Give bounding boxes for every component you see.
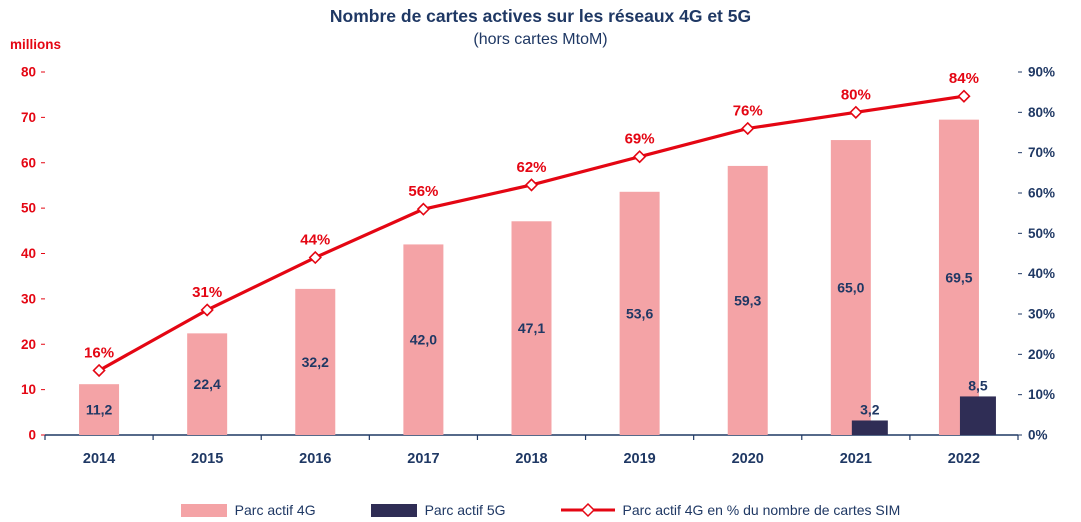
line-marker-diamond-icon-2019 (632, 150, 647, 164)
left-axis-tick-label: 60 (21, 155, 36, 170)
x-tick-label-2017: 2017 (407, 451, 439, 467)
bar-4g-2015 (187, 333, 228, 435)
percent-label-2018: 62% (516, 159, 546, 176)
x-tick-label-2021: 2021 (840, 451, 872, 467)
line-marker-diamond-icon-2021 (849, 105, 863, 119)
line-marker-diamond-icon-2015 (200, 303, 214, 317)
bar-5g-2022 (959, 396, 996, 435)
left-axis-tick-label: 70 (21, 110, 36, 125)
legend-label-5g: Parc actif 5G (424, 502, 506, 518)
legend-diamond-marker-icon (580, 502, 595, 518)
right-axis-tick-label: 10% (1028, 387, 1055, 402)
chart-legend: Parc actif 4G Parc actif 5G Parc actif 4… (0, 502, 1081, 518)
legend-swatch-5g-icon (370, 503, 417, 517)
bar-label-4g-2018: 47,1 (518, 320, 545, 336)
legend-swatch-4g-icon (180, 503, 227, 517)
legend-swatch-5g-rect (370, 503, 417, 517)
line-marker-diamond-icon-2014 (92, 363, 106, 378)
legend-label-4g: Parc actif 4G (234, 502, 316, 518)
percent-label-2015: 31% (192, 284, 222, 301)
bar-label-4g-2016: 32,2 (302, 354, 329, 370)
percent-label-2019: 69% (625, 131, 655, 148)
bar-label-4g-2020: 59,3 (734, 292, 761, 308)
bar-4g-2014 (79, 384, 120, 435)
right-axis-tick-label: 50% (1028, 226, 1055, 241)
chart-subtitle: (hors cartes MtoM) (473, 31, 608, 48)
percent-label-2016: 44% (300, 232, 330, 249)
bar-4g-2017 (403, 244, 444, 435)
left-axis-tick-label: 50 (21, 201, 36, 216)
percent-label-2022: 84% (949, 70, 979, 87)
right-axis-tick-label: 40% (1028, 266, 1055, 281)
left-axis-tick-label: 20 (21, 337, 36, 352)
legend-item-4g-percent: Parc actif 4G en % du nombre de cartes S… (560, 502, 901, 518)
left-axis-tick-label: 40 (21, 246, 36, 261)
bar-5g-2021 (851, 420, 888, 435)
chart-title: Nombre de cartes actives sur les réseaux… (329, 6, 752, 26)
right-axis-tick-label: 20% (1028, 347, 1055, 362)
bar-label-4g-2019: 53,6 (626, 305, 653, 321)
percent-label-2017: 56% (408, 183, 438, 200)
x-tick-label-2014: 2014 (83, 451, 115, 467)
bar-4g-2019 (619, 191, 660, 435)
left-axis-tick-label: 30 (21, 291, 36, 306)
bar-4g-2016 (295, 288, 336, 435)
percent-label-2014: 16% (84, 344, 114, 361)
line-marker-diamond-icon-2016 (308, 250, 322, 265)
left-axis-unit-label: millions (10, 37, 62, 52)
left-axis-tick-label: 80 (21, 65, 36, 80)
chart-plot-area: 0 10 20 30 40 50 60 70 80 0% 10% 20% 30% 40% 50% 60% 70%… (21, 65, 1055, 468)
right-axis-tick-label: 70% (1028, 145, 1055, 160)
legend-item-4g: Parc actif 4G (180, 502, 316, 518)
x-tick-label-2015: 2015 (191, 451, 223, 467)
line-marker-diamond-icon-2020 (741, 121, 755, 136)
bar-4g-2021 (830, 140, 871, 435)
percent-label-2021: 80% (841, 86, 871, 103)
right-axis-tick-label: 0% (1028, 428, 1048, 443)
bar-4g-2020 (727, 165, 768, 435)
right-axis-tick-label: 90% (1028, 65, 1055, 80)
bar-4g-2022 (938, 119, 979, 436)
left-axis-tick-label: 10 (21, 382, 36, 397)
right-axis-tick-label: 80% (1028, 105, 1055, 120)
x-tick-label-2018: 2018 (515, 451, 547, 467)
bar-label-4g-2015: 22,4 (194, 376, 221, 392)
x-tick-label-2016: 2016 (299, 451, 331, 467)
legend-line-sample-icon (560, 502, 615, 518)
bar-label-4g-2021: 65,0 (837, 280, 864, 296)
x-tick-label-2019: 2019 (623, 451, 655, 467)
percent-label-2020: 76% (733, 102, 763, 119)
legend-swatch-4g-rect (180, 503, 227, 517)
legend-item-5g: Parc actif 5G (370, 502, 506, 518)
right-axis-tick-label: 30% (1028, 307, 1055, 322)
bar-label-5g-2021: 3,2 (860, 401, 880, 417)
bar-4g-2018 (511, 221, 552, 435)
right-axis-tick-label: 60% (1028, 186, 1055, 201)
left-axis-tick-label: 0 (28, 428, 36, 443)
bar-label-4g-2017: 42,0 (410, 332, 437, 348)
line-marker-diamond-icon-2022 (957, 89, 971, 103)
line-marker-diamond-icon-2017 (416, 202, 431, 216)
bar-label-5g-2022: 8,5 (968, 377, 988, 393)
legend-label-4g-percent: Parc actif 4G en % du nombre de cartes S… (622, 502, 901, 518)
bar-label-4g-2022: 69,5 (945, 269, 972, 285)
x-tick-label-2020: 2020 (732, 451, 764, 467)
bar-label-4g-2014: 11,2 (86, 402, 113, 418)
line-marker-diamond-icon-2018 (524, 178, 539, 192)
x-tick-label-2022: 2022 (948, 451, 980, 467)
